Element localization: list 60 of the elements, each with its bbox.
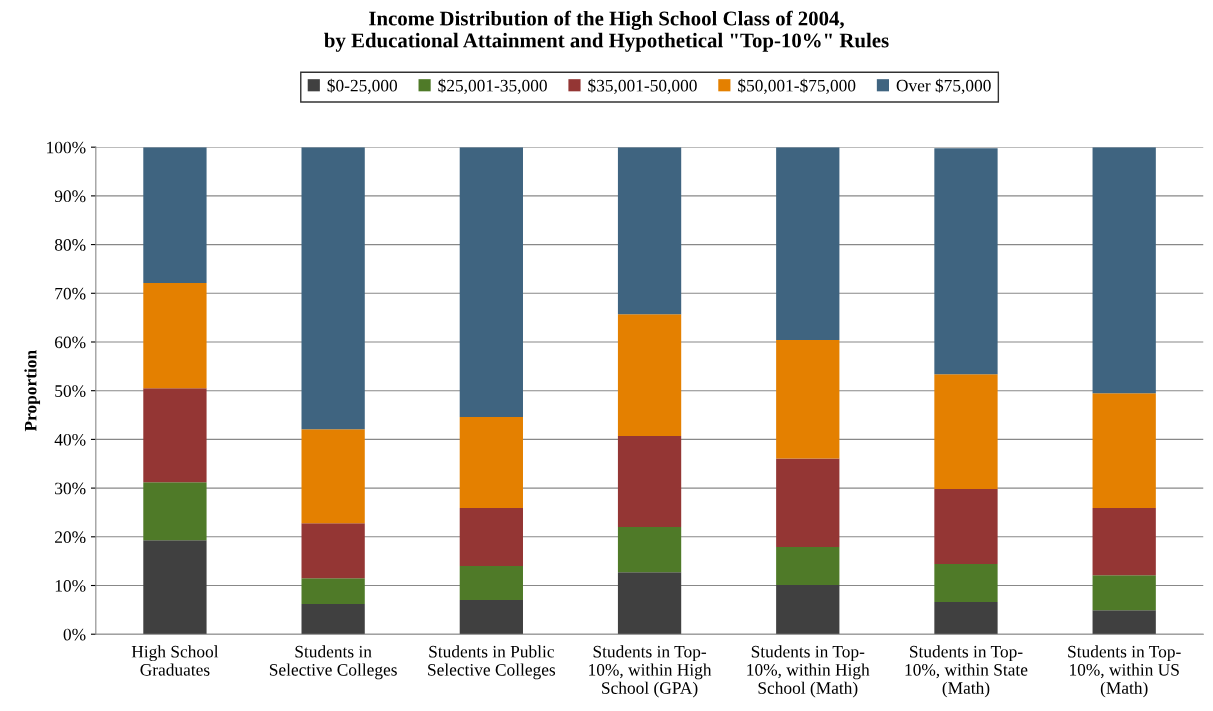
bar: [143, 482, 207, 541]
y-tick-label: 90%: [54, 190, 86, 203]
x-tick-label: Students in Top- 10%, within State (Math): [905, 645, 1028, 698]
y-tick-label: 80%: [54, 239, 86, 251]
y-axis-title: Proportion: [24, 350, 41, 432]
bar: [1092, 508, 1156, 576]
x-tick-label: Students in Selective Colleges: [269, 645, 397, 680]
x-tick-label: Students in Top- 10%, within High School (GPA): [589, 645, 712, 698]
bar: [934, 148, 998, 375]
bar: [1092, 575, 1156, 611]
legend-label: $50,001-$75,000: [738, 78, 856, 94]
bar: [459, 147, 523, 417]
bar: [617, 147, 682, 315]
bar: [617, 527, 682, 573]
bar: [301, 604, 365, 635]
bar: [459, 600, 523, 635]
bar: [934, 564, 998, 603]
bar: [143, 540, 207, 635]
bar: [301, 147, 365, 430]
bar: [459, 566, 523, 601]
bar: [301, 523, 365, 579]
bar: [776, 340, 840, 459]
y-tick-label: 20%: [55, 531, 86, 544]
legend-label: $0-25,000: [327, 78, 398, 94]
bar: [301, 578, 365, 605]
x-tick-label: High School Graduates: [131, 645, 219, 676]
bar: [617, 435, 682, 528]
bar: [143, 283, 207, 389]
bar: [617, 572, 682, 635]
bar: [617, 314, 682, 436]
y-tick-label: 40%: [54, 433, 86, 446]
y-tick-label: 60%: [55, 336, 86, 349]
x-tick-label: Students in Top- 10%, within High School (Math): [747, 645, 870, 698]
bar: [459, 416, 523, 509]
x-tick-label: Students in Top- 10%, within US (Math): [1068, 645, 1181, 698]
x-tick-label: Students in Public Selective Colleges: [428, 645, 556, 680]
bar: [143, 147, 207, 284]
bar: [776, 147, 840, 341]
bar: [1092, 610, 1156, 635]
bar: [776, 547, 840, 586]
y-tick-label: 50%: [55, 385, 86, 397]
legend-label: Over $75,000: [896, 78, 991, 94]
y-tick-label: 10%: [55, 579, 86, 592]
bar: [934, 489, 998, 565]
y-tick-label: 30%: [55, 482, 86, 495]
y-tick-label: 100%: [47, 141, 86, 154]
bar: [1092, 393, 1156, 509]
bar: [776, 458, 840, 548]
bar: [301, 429, 365, 524]
bar: [776, 585, 840, 635]
legend-label: $35,001-50,000: [588, 78, 697, 94]
y-tick-label: 70%: [55, 287, 86, 300]
bar: [459, 508, 523, 567]
bar: [934, 374, 998, 490]
bar: [934, 602, 998, 635]
bar: [143, 388, 207, 483]
legend-label: $25,001-35,000: [438, 78, 547, 94]
chart-title: Income Distribution of the High School Class of 2004, by Educational Attainment and Hypothetical "Top-10%" Rules: [324, 10, 889, 52]
y-tick-label: 0%: [63, 628, 86, 641]
bar: [1092, 147, 1156, 394]
